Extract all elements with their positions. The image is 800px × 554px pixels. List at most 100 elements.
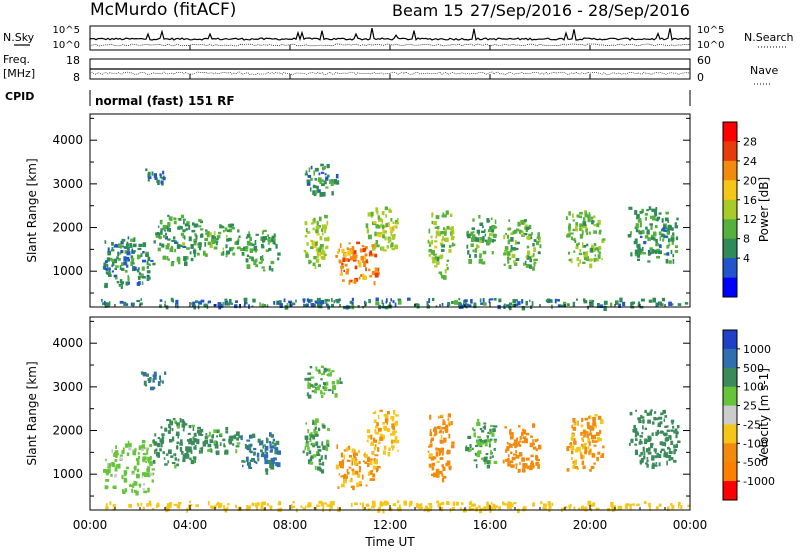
- power-echo-cell: [644, 212, 648, 216]
- velocity-echo-cell: [509, 460, 514, 464]
- power-echo-cell: [641, 229, 645, 235]
- cpid-label: CPID: [5, 90, 34, 103]
- velocity-echo-cell: [109, 501, 112, 506]
- power-echo-cell: [119, 300, 124, 304]
- velocity-echo-cell: [643, 501, 647, 505]
- power-echo-cell: [672, 232, 675, 236]
- power-echo-cell: [165, 244, 169, 250]
- power-echo-cell: [349, 279, 353, 283]
- power-echo-cell: [596, 223, 600, 228]
- velocity-echo-cell: [572, 465, 576, 469]
- power-echo-cell: [318, 189, 321, 193]
- power-echo-cell: [203, 250, 206, 256]
- power-echo-cell: [593, 257, 596, 263]
- velocity-echo-cell: [436, 500, 440, 504]
- power-echo-cell: [192, 222, 195, 226]
- power-echo-cell: [261, 303, 265, 308]
- velocity-echo-cell: [323, 392, 326, 395]
- power-echo-cell: [603, 306, 607, 311]
- velocity-echo-cell: [314, 420, 317, 426]
- power-echo-cell: [663, 224, 666, 228]
- power-echo-cell: [481, 261, 486, 265]
- power-echo-cell: [454, 300, 458, 305]
- velocity-echo-cell: [312, 419, 314, 424]
- header-dates: 27/Sep/2016 - 28/Sep/2016: [470, 1, 690, 20]
- power-echo-cell: [115, 265, 119, 268]
- power-echo-cell: [167, 258, 170, 261]
- power-echo-cell: [631, 303, 634, 306]
- velocity-echo-cell: [141, 448, 144, 452]
- power-echo-cell: [493, 239, 496, 242]
- velocity-echo-cell: [481, 429, 485, 433]
- velocity-echo-cell: [445, 428, 448, 433]
- velocity-echo-cell: [149, 444, 153, 448]
- velocity-echo-cell: [152, 459, 156, 464]
- power-echo-cell: [584, 257, 588, 261]
- power-echo-cell: [101, 298, 103, 302]
- power-echo-cell: [228, 237, 232, 242]
- velocity-echo-cell: [142, 372, 147, 377]
- velocity-echo-cell: [179, 442, 183, 446]
- velocity-echo-cell: [597, 436, 600, 440]
- power-echo-cell: [524, 224, 528, 228]
- power-echo-cell: [664, 235, 667, 238]
- power-echo-cell: [482, 250, 487, 255]
- power-echo-cell: [164, 229, 167, 232]
- velocity-echo-cell: [312, 422, 314, 425]
- power-echo-cell: [304, 173, 308, 176]
- power-echo-cell: [570, 258, 573, 264]
- power-echo-cell: [478, 259, 483, 264]
- power-echo-cell: [668, 260, 672, 264]
- power-echo-cell: [232, 252, 236, 256]
- velocity-echo-cell: [270, 434, 274, 438]
- velocity-echo-cell: [517, 508, 520, 514]
- power-echo-cell: [314, 177, 317, 181]
- velocity-echo-cell: [619, 505, 623, 511]
- power-echo-cell: [637, 243, 641, 248]
- velocity-echo-cell: [448, 433, 451, 439]
- velocity-echo-cell: [473, 459, 478, 462]
- power-echo-cell: [321, 228, 324, 232]
- power-echo-cell: [487, 236, 490, 242]
- power-echo-cell: [163, 234, 167, 238]
- power-echo-cell: [376, 210, 379, 215]
- velocity-echo-cell: [326, 440, 330, 444]
- velocity-echo-cell: [246, 445, 251, 451]
- power-echo-cell: [529, 299, 531, 302]
- power-colorbar-segment-6: [723, 238, 737, 259]
- power-colorbar-segment-5: [723, 219, 737, 240]
- velocity-echo-cell: [187, 432, 191, 435]
- velocity-echo-cell: [134, 465, 137, 471]
- power-echo-cell: [582, 261, 586, 264]
- velocity-echo-cell: [571, 433, 575, 437]
- velocity-echo-cell: [246, 439, 251, 442]
- power-echo-cell: [643, 240, 647, 245]
- velocity-colorbar-segment-2: [723, 367, 737, 388]
- freq-label-line2: [MHz]: [3, 67, 35, 80]
- power-echo-cell: [381, 211, 385, 216]
- power-echo-cell: [451, 242, 454, 247]
- power-echo-cell: [586, 243, 589, 247]
- velocity-echo-cell: [441, 464, 445, 468]
- velocity-echo-cell: [200, 428, 204, 433]
- power-echo-cell: [506, 251, 511, 256]
- velocity-echo-cell: [171, 428, 174, 432]
- velocity-echo-cell: [650, 409, 653, 412]
- velocity-echo-cell: [634, 434, 638, 438]
- power-echo-cell: [147, 171, 151, 176]
- velocity-echo-cell: [248, 467, 253, 469]
- velocity-echo-cell: [592, 419, 595, 423]
- power-echo-cell: [206, 231, 210, 234]
- velocity-echo-cell: [179, 447, 183, 452]
- velocity-echo-cell: [477, 444, 482, 447]
- velocity-colorbar-segment-0: [723, 330, 737, 350]
- power-echo-cell: [663, 234, 666, 239]
- power-echo-cell: [318, 248, 322, 254]
- power-echo-cell: [153, 240, 156, 244]
- velocity-echo-cell: [630, 440, 634, 444]
- velocity-echo-cell: [643, 441, 648, 445]
- power-echo-cell: [630, 252, 633, 257]
- velocity-echo-cell: [320, 378, 323, 381]
- velocity-echo-cell: [196, 440, 200, 445]
